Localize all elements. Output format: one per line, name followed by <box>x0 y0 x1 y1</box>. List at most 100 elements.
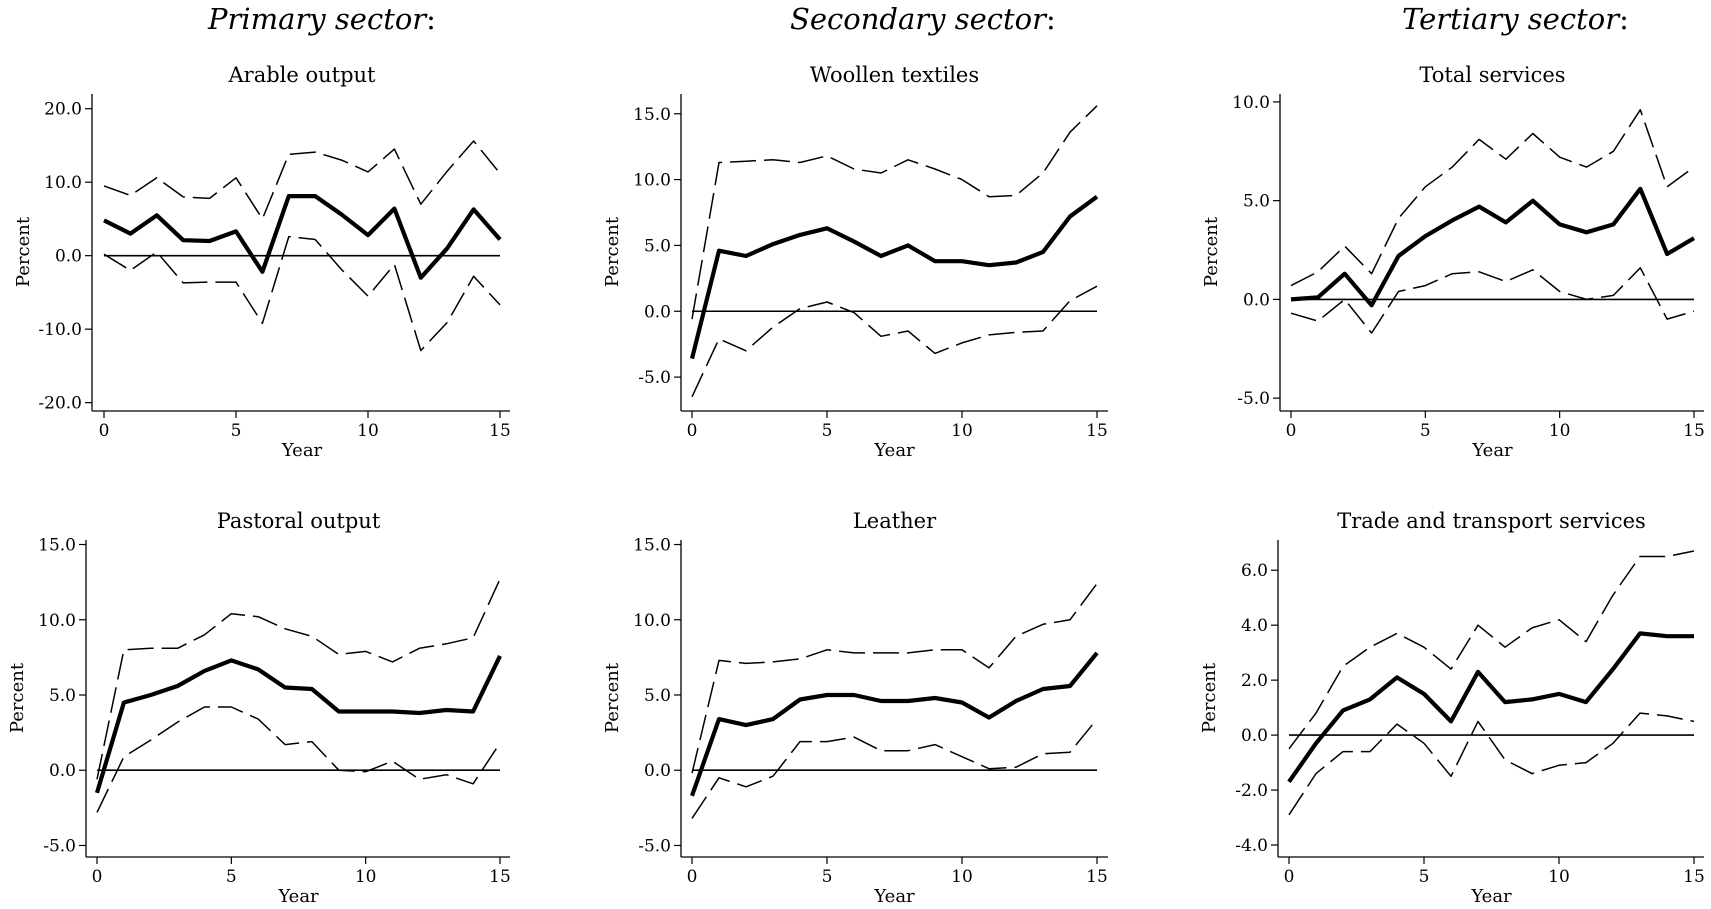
panel-1-title: Arable output <box>228 63 377 87</box>
panel-2-x-tick-label: 10 <box>951 421 973 441</box>
panel-4-y-tick-label: 15.0 <box>38 536 76 556</box>
panel-3-upper-band-line <box>1290 109 1695 287</box>
panel-6-x-tick-label: 10 <box>1548 867 1570 887</box>
panel-6-estimate-line <box>1287 631 1694 784</box>
sector-heading-tertiary: Tertiary sector: <box>1402 2 1629 36</box>
panel-5-title: Leather <box>853 509 937 533</box>
panel-3-y-tick-label: -5.0 <box>1237 389 1270 409</box>
panel-6-y-tick-label: -2.0 <box>1235 781 1268 801</box>
panel-5-x-tick-label: 0 <box>687 867 698 887</box>
panel-2-estimate-line <box>689 195 1099 360</box>
panel-4-x-axis-label: Year <box>277 886 319 907</box>
panel-1-y-tick-label: 10.0 <box>44 173 82 193</box>
panel-5-lower-band-line <box>691 718 1098 819</box>
panel-6-x-axis-label: Year <box>1470 886 1512 907</box>
panel-1-x-tick-label: 10 <box>357 421 379 441</box>
panel-3-lower-band-line <box>1290 267 1695 334</box>
panel-4-upper-band-line <box>96 578 501 780</box>
sector-heading-primary: Primary sector: <box>208 2 436 36</box>
panel-5-y-tick-label: 5.0 <box>644 686 671 706</box>
panel-3-y-axis-label: Percent <box>1201 216 1222 287</box>
panel-1-lower-band-line <box>103 235 501 352</box>
panel-2-x-tick-label: 5 <box>822 421 833 441</box>
sector-heading-tertiary-colon: : <box>1619 2 1629 36</box>
panel-6-x-tick-label: 5 <box>1419 867 1430 887</box>
panel-1-upper-band-line <box>103 140 501 220</box>
sector-heading-primary-colon: : <box>426 2 436 36</box>
panel-4-x-tick-label: 10 <box>355 867 377 887</box>
panel-6-x-tick-label: 0 <box>1284 867 1295 887</box>
panel-2-y-axis-label: Percent <box>602 216 623 287</box>
panel-3-x-tick-label: 10 <box>1549 421 1571 441</box>
panel-6-y-tick-label: 0.0 <box>1241 726 1268 746</box>
panel-4-y-axis-label: Percent <box>7 662 28 733</box>
panel-4-y-tick-label: -5.0 <box>43 836 76 856</box>
panel-5-y-tick-label: 0.0 <box>644 761 671 781</box>
panel-6-y-tick-label: 2.0 <box>1241 671 1268 691</box>
panel-6-x-tick-label: 15 <box>1683 867 1705 887</box>
sector-heading-primary-label: Primary sector <box>208 2 427 36</box>
panel-5-y-tick-label: -5.0 <box>638 836 671 856</box>
panel-1-y-axis-label: Percent <box>13 216 34 287</box>
panel-5-y-tick-label: 10.0 <box>633 611 671 631</box>
panel-6-lower-band-line <box>1288 712 1695 816</box>
panel-2-x-axis-label: Year <box>873 440 915 461</box>
panel-5-upper-band-line <box>691 583 1098 774</box>
panel-1-y-tick-label: -10.0 <box>38 320 82 340</box>
panel-4-lower-band-line <box>96 706 501 813</box>
panel-5-estimate-line <box>690 651 1099 797</box>
panel-4-y-tick-label: 5.0 <box>49 686 76 706</box>
panel-4-x-tick-label: 15 <box>489 867 511 887</box>
panel-4-title: Pastoral output <box>217 509 381 533</box>
panel-6-upper-band-line <box>1288 550 1695 750</box>
panel-3-x-tick-label: 15 <box>1683 421 1705 441</box>
panel-1-x-axis-label: Year <box>281 440 323 461</box>
sector-heading-secondary-colon: : <box>1046 2 1056 36</box>
sector-heading-tertiary-label: Tertiary sector <box>1402 2 1620 36</box>
panel-4-estimate-line <box>94 654 502 794</box>
panel-4-y-tick-label: 10.0 <box>38 611 76 631</box>
panel-3-y-tick-label: 10.0 <box>1232 93 1270 113</box>
panel-3-estimate-line <box>1290 186 1696 308</box>
panel-2-x-tick-label: 15 <box>1086 421 1108 441</box>
panel-2-lower-band-line <box>691 285 1098 398</box>
panel-5-x-tick-label: 5 <box>822 867 833 887</box>
panel-2-y-tick-label: 0.0 <box>644 302 671 322</box>
panel-3-y-tick-label: 5.0 <box>1243 192 1270 212</box>
panel-5-x-tick-label: 10 <box>951 867 973 887</box>
panel-2-y-tick-label: 10.0 <box>633 171 671 191</box>
panel-6-y-tick-label: 6.0 <box>1241 561 1268 581</box>
panel-3-x-axis-label: Year <box>1471 440 1513 461</box>
panel-2-y-tick-label: -5.0 <box>638 368 671 388</box>
sector-heading-secondary: Secondary sector: <box>790 2 1056 36</box>
panel-3-x-tick-label: 0 <box>1286 421 1297 441</box>
panel-1-y-tick-label: 20.0 <box>44 100 82 120</box>
panel-3-y-tick-label: 0.0 <box>1243 290 1270 310</box>
panel-1-y-tick-label: 0.0 <box>55 247 82 267</box>
panel-4-x-tick-label: 5 <box>226 867 237 887</box>
panel-1-x-tick-label: 5 <box>231 421 242 441</box>
panel-2-y-tick-label: 5.0 <box>644 236 671 256</box>
panel-5-y-axis-label: Percent <box>602 662 623 733</box>
panel-5-x-axis-label: Year <box>873 886 915 907</box>
panel-6-y-tick-label: 4.0 <box>1241 616 1268 636</box>
panel-6-y-tick-label: -4.0 <box>1235 836 1268 856</box>
panel-1-estimate-line <box>103 194 502 280</box>
panel-5-y-tick-label: 15.0 <box>633 536 671 556</box>
panel-2-y-tick-label: 15.0 <box>633 105 671 125</box>
panel-2-title: Woollen textiles <box>810 63 979 87</box>
sector-heading-secondary-label: Secondary sector <box>790 2 1046 36</box>
panel-1-x-tick-label: 15 <box>489 421 511 441</box>
panel-2-x-tick-label: 0 <box>687 421 698 441</box>
panel-5-x-tick-label: 15 <box>1086 867 1108 887</box>
panel-1-y-tick-label: -20.0 <box>38 394 82 414</box>
panel-4-y-tick-label: 0.0 <box>49 761 76 781</box>
panel-3-x-tick-label: 5 <box>1420 421 1431 441</box>
panel-2-upper-band-line <box>691 105 1098 320</box>
panel-4-x-tick-label: 0 <box>92 867 103 887</box>
panel-6-y-axis-label: Percent <box>1199 662 1220 733</box>
panel-6-title: Trade and transport services <box>1337 509 1646 533</box>
panel-1-x-tick-label: 0 <box>99 421 110 441</box>
panel-3-title: Total services <box>1419 63 1565 87</box>
